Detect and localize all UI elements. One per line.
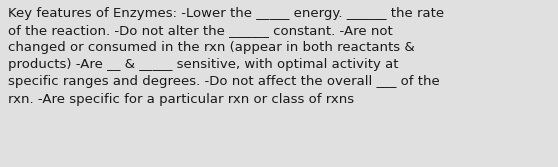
Text: Key features of Enzymes: -Lower the _____ energy. ______ the rate
of the reactio: Key features of Enzymes: -Lower the ____… xyxy=(8,7,445,106)
